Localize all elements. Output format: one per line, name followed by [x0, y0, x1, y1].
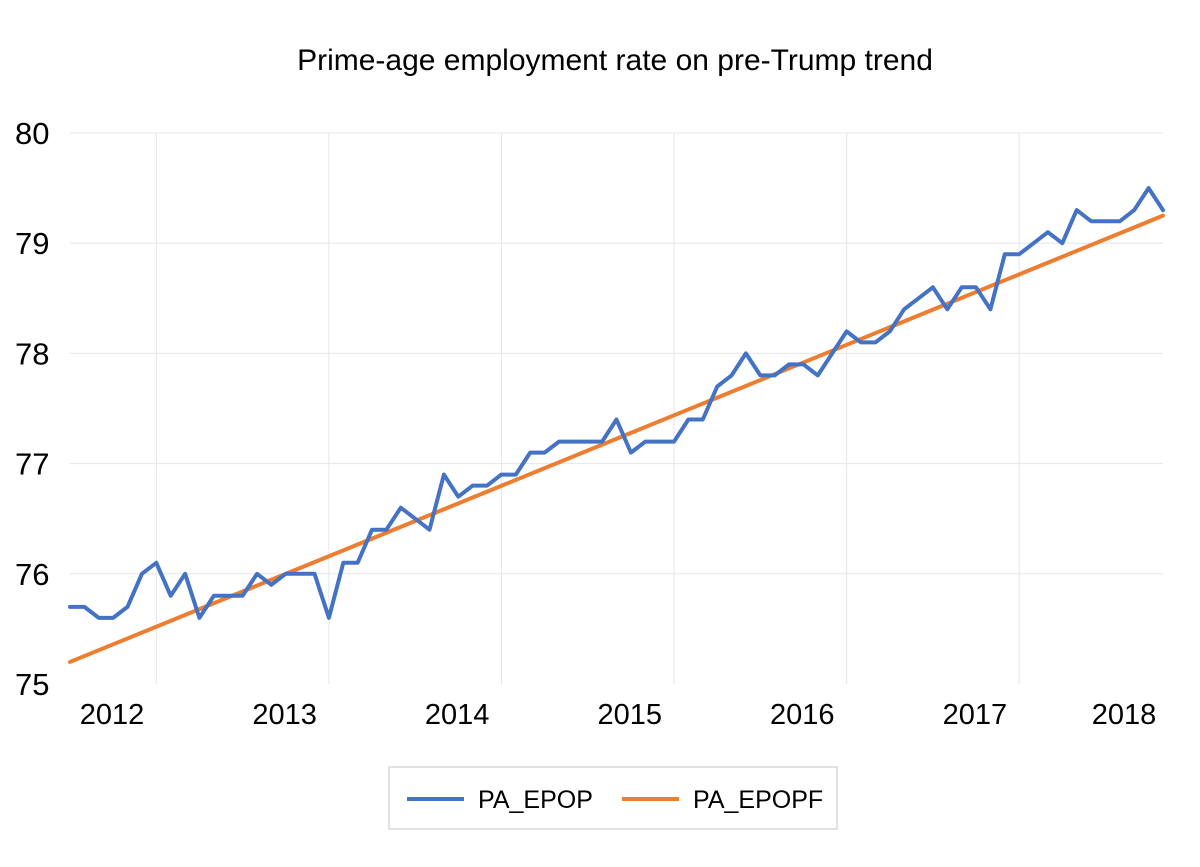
x-tick-label: 2015 — [597, 699, 662, 731]
x-axis-labels: 2012 2013 2014 2015 2016 2017 2018 — [80, 699, 1157, 731]
x-tick-label: 2018 — [1092, 699, 1157, 731]
x-tick-label: 2012 — [80, 699, 145, 731]
x-tick-label: 2017 — [943, 699, 1008, 731]
x-tick-label: 2013 — [252, 699, 317, 731]
y-axis-labels: 75 76 77 78 79 80 — [15, 116, 49, 702]
legend-label-pa-epop: PA_EPOP — [478, 786, 593, 814]
y-tick-label: 76 — [15, 557, 49, 592]
x-tick-label: 2014 — [425, 699, 490, 731]
grid-lines — [70, 132, 1163, 684]
legend-label-pa-epopf: PA_EPOPF — [693, 786, 823, 814]
series-line-pa-epopf — [68, 213, 1165, 664]
x-tick-label: 2016 — [770, 699, 835, 731]
series-line-pa-epop — [68, 186, 1165, 620]
legend: PA_EPOP PA_EPOPF — [388, 766, 838, 830]
y-tick-label: 78 — [15, 336, 49, 371]
chart-title: Prime-age employment rate on pre-Trump t… — [297, 44, 933, 77]
series-layer — [68, 186, 1165, 664]
y-tick-label: 75 — [15, 667, 49, 702]
y-tick-label: 79 — [15, 226, 49, 261]
y-tick-label: 80 — [15, 116, 49, 151]
y-tick-label: 77 — [15, 447, 49, 482]
